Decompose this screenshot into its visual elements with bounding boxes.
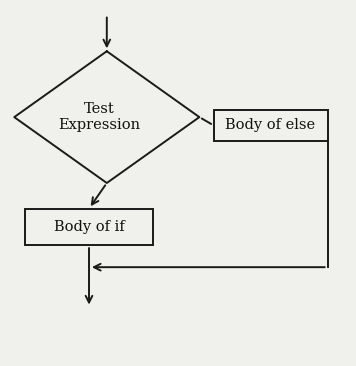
Text: Body of else: Body of else xyxy=(225,118,316,132)
Bar xyxy=(25,209,153,245)
Text: Test
Expression: Test Expression xyxy=(59,102,141,132)
Bar xyxy=(214,110,328,141)
Text: Body of if: Body of if xyxy=(54,220,124,234)
